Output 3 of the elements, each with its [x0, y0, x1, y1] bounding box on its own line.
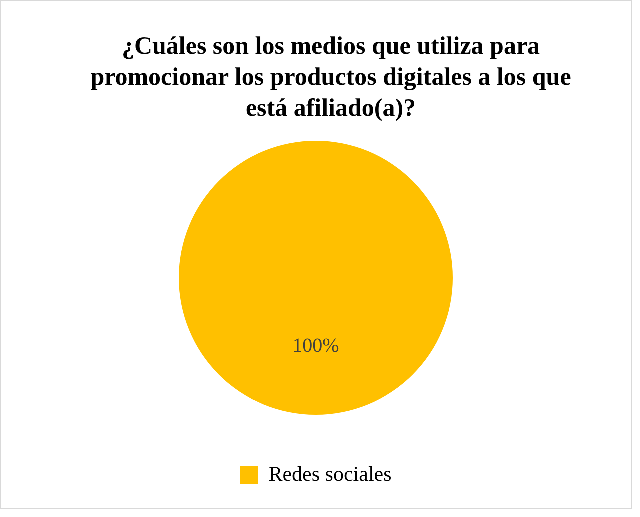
data-label: 100%	[292, 334, 340, 357]
legend-label: Redes sociales	[268, 462, 392, 486]
chart-title: ¿Cuáles son los medios que utiliza para promocionar los productos digitales a los que está afiliado(a)?	[90, 32, 572, 124]
